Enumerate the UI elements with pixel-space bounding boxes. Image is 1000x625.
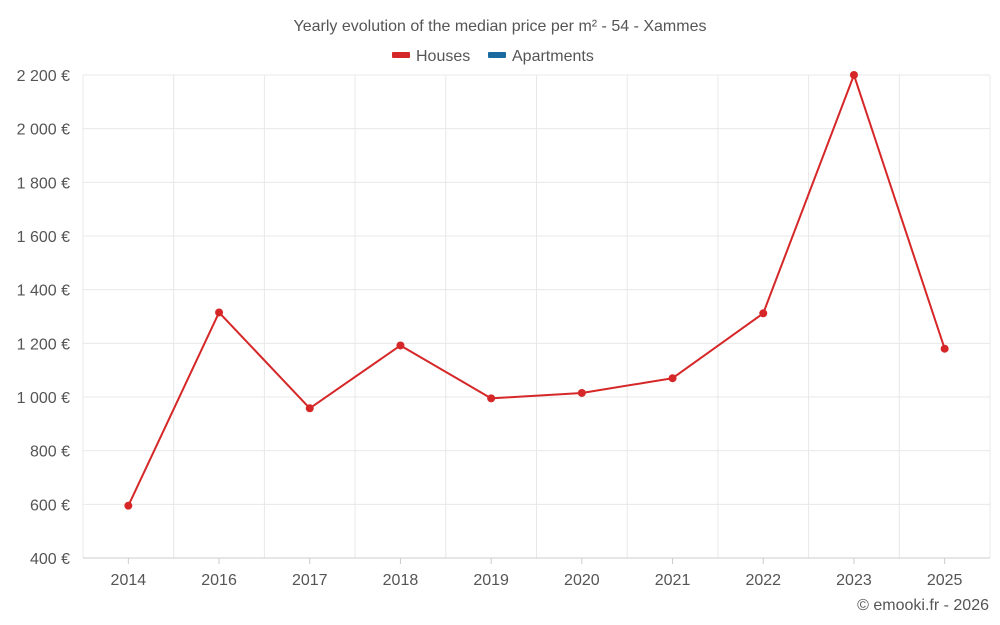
- y-tick-label: 600 €: [30, 497, 70, 514]
- legend-item-houses[interactable]: Houses: [392, 48, 470, 65]
- legend-label-apartments: Apartments: [512, 48, 594, 65]
- data-point-houses-2025[interactable]: [940, 344, 949, 353]
- x-tick-label: 2016: [201, 572, 237, 589]
- legend-swatch-apartments: [488, 52, 506, 58]
- data-point-houses-2016[interactable]: [215, 308, 224, 317]
- x-tick-label: 2014: [111, 572, 147, 589]
- credit-text: © emooki.fr - 2026: [857, 597, 989, 614]
- legend-swatch-houses: [392, 52, 410, 58]
- x-axis: 2014 2016 2017 2018 2019 2020 2021 2022 2023 2025: [111, 558, 963, 589]
- x-tick-label: 2021: [655, 572, 691, 589]
- y-tick-label: 800 €: [30, 444, 70, 461]
- y-tick-label: 1 400 €: [17, 283, 70, 300]
- data-point-houses-2019[interactable]: [487, 394, 496, 403]
- x-tick-label: 2017: [292, 572, 328, 589]
- data-point-houses-2014[interactable]: [124, 501, 133, 510]
- chart-title: Yearly evolution of the median price per…: [294, 18, 707, 35]
- y-tick-label: 1 800 €: [17, 175, 70, 192]
- grid: [82, 74, 991, 559]
- data-point-houses-2023[interactable]: [849, 71, 858, 79]
- legend-item-apartments[interactable]: Apartments: [488, 48, 594, 65]
- data-point-houses-2022[interactable]: [759, 309, 768, 318]
- series-line-houses: [127, 74, 946, 507]
- y-tick-label: 1 200 €: [17, 336, 70, 353]
- data-point-houses-2017[interactable]: [305, 404, 314, 413]
- x-tick-label: 2018: [383, 572, 419, 589]
- y-tick-label: 1 000 €: [17, 390, 70, 407]
- x-tick-label: 2025: [927, 572, 963, 589]
- legend: Houses Apartments: [392, 48, 594, 65]
- plot-area: [124, 71, 949, 510]
- x-tick-label: 2023: [836, 572, 872, 589]
- y-tick-label: 2 200 €: [17, 68, 70, 85]
- data-point-houses-2020[interactable]: [577, 388, 586, 397]
- y-tick-label: 400 €: [30, 551, 70, 568]
- legend-label-houses: Houses: [416, 48, 470, 65]
- y-tick-label: 1 600 €: [17, 229, 70, 246]
- y-axis: 2 200 € 2 000 € 1 800 € 1 600 € 1 400 € 1 200…: [17, 68, 70, 568]
- data-point-houses-2021[interactable]: [668, 374, 677, 383]
- x-tick-label: 2022: [745, 572, 781, 589]
- x-tick-label: 2019: [473, 572, 509, 589]
- y-tick-label: 2 000 €: [17, 122, 70, 139]
- data-point-houses-2018[interactable]: [396, 341, 405, 350]
- x-tick-label: 2020: [564, 572, 600, 589]
